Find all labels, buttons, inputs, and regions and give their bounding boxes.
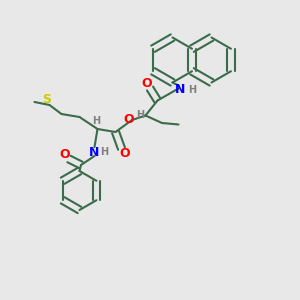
Text: O: O (142, 77, 152, 91)
Text: H: H (100, 147, 109, 158)
Text: S: S (43, 93, 52, 106)
Text: O: O (59, 148, 70, 161)
Text: N: N (89, 146, 100, 159)
Text: O: O (120, 146, 130, 160)
Text: H: H (188, 85, 196, 95)
Text: N: N (175, 83, 185, 97)
Text: H: H (92, 116, 100, 127)
Text: H: H (136, 110, 144, 121)
Text: O: O (123, 113, 134, 126)
